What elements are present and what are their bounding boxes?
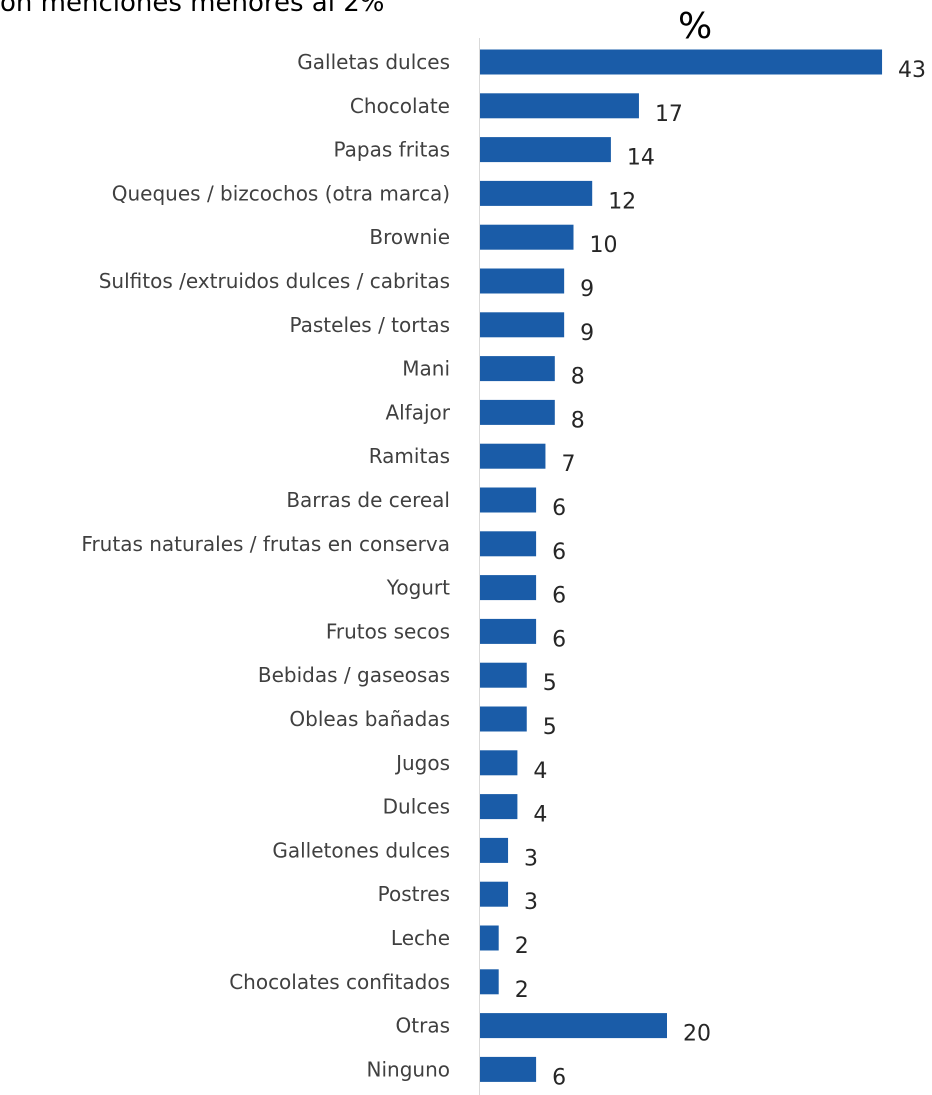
category-label: Bebidas / gaseosas <box>258 663 450 687</box>
value-label: 4 <box>533 803 547 828</box>
category-label: Pasteles / tortas <box>289 313 450 337</box>
category-label: Barras de cereal <box>286 488 450 512</box>
category-label: Chocolates confitados <box>229 970 450 994</box>
value-label: 6 <box>552 540 566 565</box>
value-label: 6 <box>552 584 566 609</box>
bar-0 <box>480 49 883 75</box>
value-label: 43 <box>898 58 926 83</box>
category-label: Frutos secos <box>326 619 450 643</box>
value-label: 7 <box>561 452 575 477</box>
value-label: 3 <box>524 890 538 915</box>
bar-6 <box>480 312 565 338</box>
category-label: Dulces <box>383 795 450 819</box>
bar-4 <box>480 224 574 250</box>
category-label: Papas fritas <box>334 138 450 162</box>
value-label: 17 <box>655 102 683 127</box>
bar-13 <box>480 618 537 644</box>
bar-2 <box>480 137 611 163</box>
value-label: 6 <box>552 1065 566 1090</box>
category-label: Frutas naturales / frutas en conserva <box>81 532 450 556</box>
bar-18 <box>480 837 509 863</box>
value-label: 9 <box>580 277 594 302</box>
value-label: 12 <box>608 189 636 214</box>
category-label: Alfajor <box>385 400 450 424</box>
value-label: 14 <box>627 146 655 171</box>
bar-17 <box>480 794 518 820</box>
category-label: Galletas dulces <box>297 50 450 74</box>
category-label: Galletones dulces <box>272 838 450 862</box>
value-label: 2 <box>515 978 529 1003</box>
value-label: 6 <box>552 627 566 652</box>
bar-7 <box>480 356 555 382</box>
value-label: 5 <box>543 715 557 740</box>
value-label: 5 <box>543 671 557 696</box>
category-label: Ninguno <box>367 1057 450 1081</box>
bar-5 <box>480 268 565 294</box>
category-label: Yogurt <box>386 576 450 600</box>
category-label: Brownie <box>369 225 450 249</box>
bar-22 <box>480 1013 667 1039</box>
bar-1 <box>480 93 639 119</box>
bar-20 <box>480 925 499 951</box>
page-title: on menciones menores al 2% <box>0 0 385 18</box>
value-label: 9 <box>580 321 594 346</box>
category-label: Mani <box>402 357 450 381</box>
bar-14 <box>480 662 527 688</box>
bar-11 <box>480 531 537 557</box>
bars-group <box>480 49 883 1082</box>
value-label: 8 <box>571 365 585 390</box>
bar-16 <box>480 750 518 776</box>
bar-15 <box>480 706 527 732</box>
category-label: Otras <box>396 1014 450 1038</box>
unit-label: % <box>678 6 713 47</box>
value-label: 3 <box>524 846 538 871</box>
bar-21 <box>480 969 499 995</box>
bar-8 <box>480 399 555 425</box>
bar-23 <box>480 1056 537 1082</box>
category-label: Ramitas <box>369 444 450 468</box>
value-label: 6 <box>552 496 566 521</box>
category-label: Leche <box>391 926 450 950</box>
bar-3 <box>480 180 593 206</box>
category-label: Obleas bañadas <box>289 707 450 731</box>
value-label: 2 <box>515 934 529 959</box>
category-label: Sulfitos /extruidos dulces / cabritas <box>99 269 450 293</box>
category-label: Chocolate <box>350 94 450 118</box>
value-label: 10 <box>590 233 618 258</box>
bar-19 <box>480 881 509 907</box>
bar-12 <box>480 575 537 601</box>
value-label: 4 <box>533 759 547 784</box>
category-label: Jugos <box>394 751 450 775</box>
category-label: Postres <box>378 882 450 906</box>
value-label: 8 <box>571 408 585 433</box>
bar-10 <box>480 487 537 513</box>
category-labels-group: Galletas dulces Chocolate Papas fritas Queq… <box>81 50 450 1081</box>
bar-9 <box>480 443 546 469</box>
value-label: 20 <box>683 1022 711 1047</box>
category-label: Queques / bizcochos (otra marca) <box>112 181 450 205</box>
